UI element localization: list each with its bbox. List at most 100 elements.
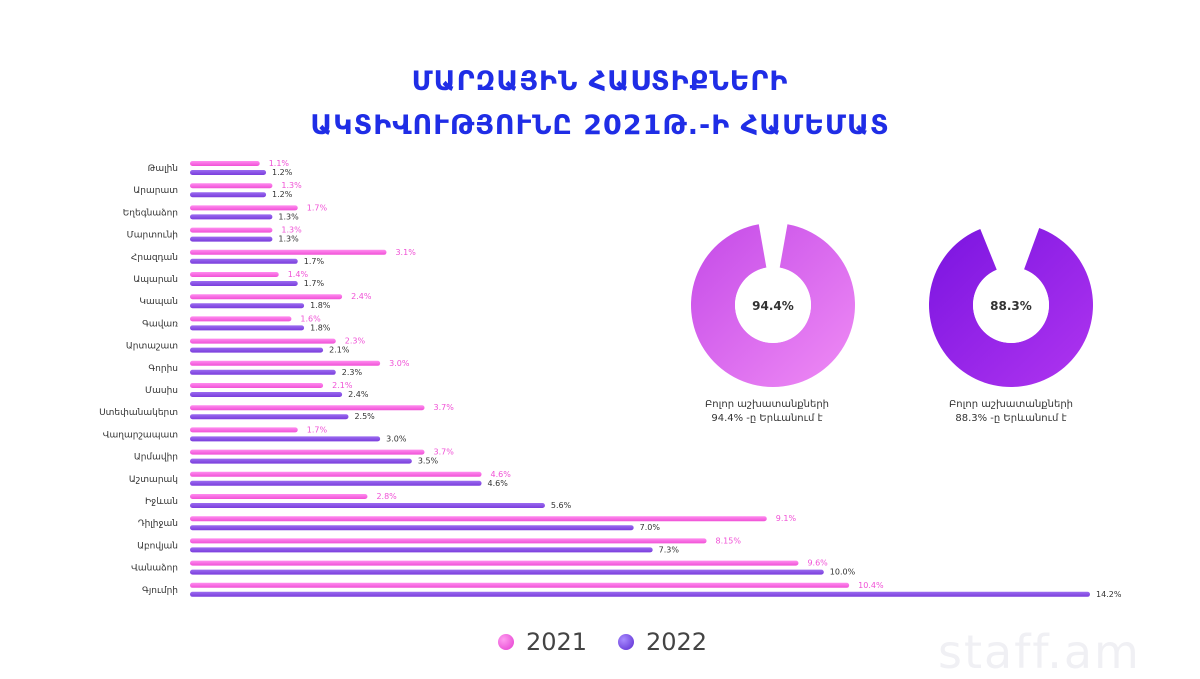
data-label-2022: 4.6% [488,479,509,488]
donut-1-caption: Բոլոր աշխատանքների 94.4% -ը Երևանում է [667,398,867,426]
data-label-2021: 3.7% [434,403,455,412]
data-label-2022: 5.6% [551,501,572,510]
data-label-2022: 1.7% [304,257,325,266]
bar-2022 [190,303,305,309]
bar-2021 [190,516,767,522]
bar-2021 [190,582,850,588]
data-label-2021: 3.0% [389,359,410,368]
data-label-2022: 1.2% [272,190,293,199]
bar-2021 [190,449,425,455]
category-label: Աշտարակ [129,475,178,485]
category-label: Հրազդան [131,253,178,263]
data-label-2021: 4.6% [491,470,512,479]
bar-2022 [190,192,267,198]
bar-2022 [190,392,343,397]
data-label-2021: 1.7% [307,425,328,434]
data-label-2021: 9.6% [807,559,828,568]
data-label-2022: 2.4% [348,390,369,399]
donut-2-center-label: 88.3% [990,299,1032,313]
bar-2022 [190,547,653,553]
legend-dot-2021 [498,634,514,650]
bar-2021 [190,161,260,166]
data-label-2021: 1.7% [307,203,328,212]
donut-2-caption-line2: 88.3% -ը Երևանում է [955,413,1067,424]
bar-2021 [190,272,279,277]
data-label-2021: 3.1% [395,248,416,257]
bar-2022 [190,414,349,420]
data-label-2021: 2.4% [351,292,372,301]
data-label-2022: 7.0% [640,523,661,532]
bar-2021 [190,338,336,344]
donut-2-hole [973,267,1049,343]
donut-2-caption: Բոլոր աշխատանքների 88.3% -ը Երևանում է [911,398,1111,426]
data-label-2022: 2.3% [342,368,363,377]
bar-2021 [190,360,381,366]
legend-label-2021: 2021 [526,628,588,656]
donut-1-caption-line1: Բոլոր աշխատանքների [704,399,830,410]
donut-2-caption-line1: Բոլոր աշխատանքների [948,399,1074,410]
bar-2022 [190,236,273,242]
donut-1-center-label: 94.4% [752,299,794,313]
bar-2022 [190,525,634,531]
category-label: Ստեփանակերտ [99,408,178,418]
data-label-2022: 1.8% [310,301,331,310]
bar-2021 [190,183,273,189]
donut-1-caption-line2: 94.4% -ը Երևանում է [711,413,823,424]
category-label: Մարտունի [127,231,178,241]
bar-2022 [190,281,298,286]
data-label-2022: 1.8% [310,323,331,332]
bar-2022 [190,347,324,353]
category-label: Արարատ [133,186,178,196]
category-label: Վանաձոր [131,564,178,574]
legend-item-2022: 2022 [618,628,707,656]
data-label-2021: 1.3% [281,226,302,235]
category-label: Արտաշատ [126,342,178,352]
category-label: Կապան [139,297,178,307]
data-label-2022: 1.7% [304,279,325,288]
legend-item-2021: 2021 [498,628,587,656]
bar-2022 [190,591,1090,597]
bar-2021 [190,538,707,544]
data-label-2021: 1.4% [288,270,309,279]
data-label-2022: 7.3% [659,545,680,554]
bar-2021 [190,560,799,566]
bar-2022 [190,214,273,220]
category-label: Գավառ [142,319,178,329]
data-label-2022: 1.2% [272,168,293,177]
donut-1-hole [735,267,811,343]
bar-2022 [190,369,336,375]
bar-2021 [190,294,343,300]
data-label-2022: 2.1% [329,346,350,355]
category-label: Գյումրի [142,586,178,596]
legend-dot-2022 [618,634,634,650]
data-label-2022: 14.2% [1096,590,1122,599]
bar-2021 [190,205,298,211]
bar-2022 [190,458,412,464]
category-label: Աբովյան [137,541,178,551]
bar-2022 [190,480,482,486]
bar-2022 [190,325,305,331]
data-label-2022: 1.3% [278,212,299,221]
donut-1-ring [690,224,855,387]
data-label-2022: 2.5% [354,412,375,421]
data-label-2022: 1.3% [278,235,299,244]
bar-2021 [190,383,324,388]
category-label: Եղեգնաձոր [123,208,178,218]
data-label-2021: 3.7% [434,448,455,457]
legend-label-2022: 2022 [646,628,708,656]
bar-2021 [190,471,482,477]
data-label-2021: 9.1% [776,514,797,523]
data-label-2021: 1.6% [300,314,321,323]
bar-2022 [190,258,298,264]
data-label-2022: 10.0% [830,568,856,577]
category-label: Գորիս [148,364,178,374]
data-label-2022: 3.0% [386,434,407,443]
bar-2022 [190,569,824,575]
donut-2-ring [929,228,1093,387]
bar-2021 [190,427,298,433]
bar-2021 [190,405,425,411]
category-label: Ապարան [133,275,178,285]
data-label-2021: 2.3% [345,337,366,346]
bar-2021 [190,227,273,233]
